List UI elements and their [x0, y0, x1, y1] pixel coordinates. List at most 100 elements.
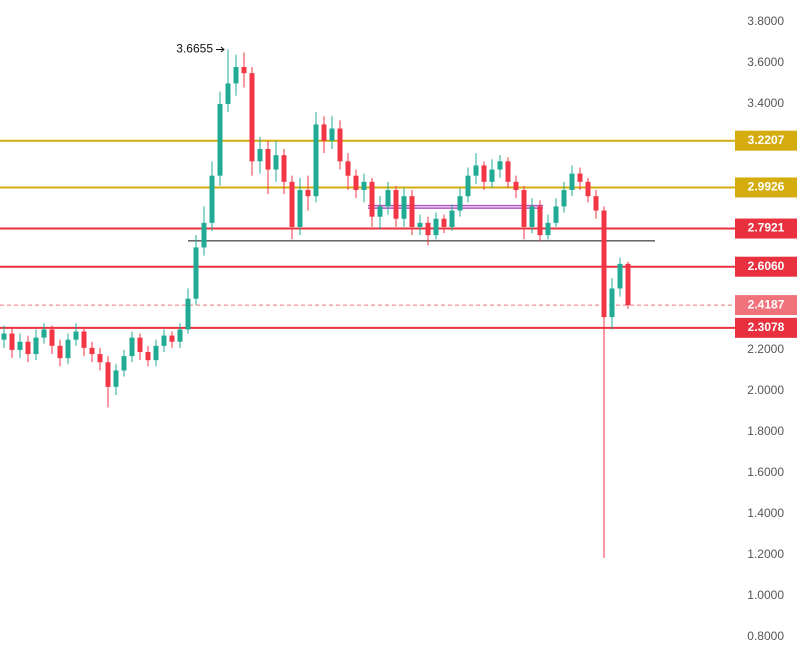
candle-body — [89, 347, 95, 355]
candle-body — [249, 73, 255, 162]
candle-body — [25, 341, 31, 355]
candle-body — [169, 335, 175, 342]
candle-body — [561, 190, 567, 207]
candle-body — [593, 196, 599, 211]
annotation-arrow — [216, 46, 225, 53]
candle-body — [17, 341, 23, 350]
candle-body — [241, 67, 247, 74]
y-tick-label: 0.8000 — [747, 629, 784, 643]
y-tick-label: 2.2000 — [747, 342, 784, 356]
price-label-box — [735, 177, 797, 198]
candle-body — [329, 128, 335, 141]
candle-body — [217, 103, 223, 176]
candle-body — [601, 210, 607, 318]
candle-body — [201, 222, 207, 248]
candle-body — [609, 288, 615, 318]
candle-body — [417, 222, 423, 227]
candle-body — [81, 331, 87, 348]
candle-body — [65, 339, 71, 359]
candle-body — [529, 206, 535, 227]
y-tick-label: 3.8000 — [747, 14, 784, 28]
candle-body — [193, 247, 199, 299]
candle-body — [257, 149, 263, 162]
candle-body — [433, 218, 439, 236]
candle-body — [297, 190, 303, 227]
candle-body — [137, 337, 143, 352]
candle-body — [361, 181, 367, 191]
candle-body — [505, 161, 511, 182]
candle-body — [393, 190, 399, 219]
candle-body — [545, 222, 551, 236]
candle-body — [553, 206, 559, 223]
candle-body — [33, 337, 39, 355]
price-label-box — [735, 317, 797, 338]
candle-body — [97, 354, 103, 363]
candle-body — [129, 337, 135, 357]
candle-body — [121, 356, 127, 371]
candle-body — [401, 196, 407, 219]
price-label: 2.3078 — [748, 320, 785, 334]
candle-body — [617, 263, 623, 289]
candle-body — [457, 196, 463, 211]
candle-body — [625, 263, 631, 306]
price-label: 2.4187 — [748, 297, 785, 311]
candle-body — [377, 206, 383, 217]
candle-body — [49, 329, 55, 346]
candle-body — [289, 181, 295, 227]
price-label-box — [735, 218, 797, 239]
candle-body — [537, 206, 543, 236]
candle-body — [385, 190, 391, 207]
candle-body — [449, 210, 455, 227]
price-label: 3.2207 — [748, 133, 785, 147]
candle-body — [481, 165, 487, 182]
price-label: 2.6060 — [748, 259, 785, 273]
candle-body — [9, 333, 15, 350]
candle-body — [585, 181, 591, 197]
y-tick-label: 1.4000 — [747, 506, 784, 520]
candle-body — [273, 155, 279, 170]
candle-body — [225, 83, 231, 104]
candle-body — [233, 67, 239, 84]
candle-body — [153, 345, 159, 361]
candle-body — [409, 196, 415, 227]
candle-body — [465, 175, 471, 197]
candle-body — [305, 190, 311, 197]
candle-body — [369, 181, 375, 217]
candle-body — [353, 175, 359, 191]
price-label: 2.7921 — [748, 221, 785, 235]
candle-body — [337, 128, 343, 162]
price-label-box — [735, 295, 797, 316]
candle-body — [57, 345, 63, 359]
candle-body — [345, 161, 351, 176]
price-label-box — [735, 130, 797, 151]
candle-body — [321, 124, 327, 141]
candle-body — [473, 165, 479, 176]
y-tick-label: 3.6000 — [747, 55, 784, 69]
y-tick-label: 1.6000 — [747, 465, 784, 479]
candle-body — [185, 298, 191, 330]
price-label: 2.9926 — [748, 180, 785, 194]
candle-body — [313, 124, 319, 197]
candle-body — [265, 149, 271, 170]
candle-body — [425, 222, 431, 236]
candle-body — [497, 161, 503, 170]
candle-body — [1, 333, 7, 340]
candle-body — [521, 190, 527, 227]
candle-body — [161, 335, 167, 346]
candle-body — [41, 329, 47, 338]
candle-body — [569, 173, 575, 191]
candle-body — [489, 169, 495, 182]
y-tick-label: 1.8000 — [747, 424, 784, 438]
candle-body — [513, 181, 519, 191]
candle-body — [105, 362, 111, 387]
candle-body — [577, 173, 583, 182]
y-tick-label: 1.0000 — [747, 588, 784, 602]
candle-body — [177, 329, 183, 342]
y-tick-label: 2.0000 — [747, 383, 784, 397]
candle-body — [281, 155, 287, 182]
y-tick-label: 1.2000 — [747, 547, 784, 561]
candle-body — [113, 370, 119, 387]
candle-body — [441, 218, 447, 227]
